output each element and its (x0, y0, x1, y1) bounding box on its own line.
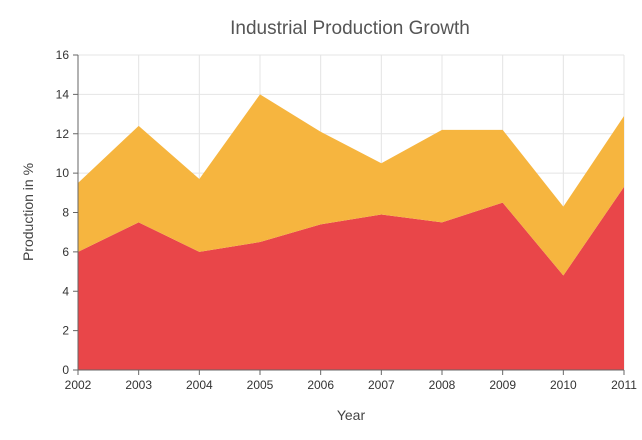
y-tick-label: 4 (62, 284, 69, 298)
x-tick-label: 2006 (307, 378, 334, 392)
series-2-area (78, 94, 624, 276)
y-tick-label: 2 (62, 324, 69, 338)
y-axis-title: Production in % (20, 163, 36, 261)
chart-title: Industrial Production Growth (230, 18, 470, 39)
y-tick-label: 6 (62, 245, 69, 259)
x-tick-label: 2002 (65, 378, 92, 392)
x-tick-label: 2004 (186, 378, 213, 392)
y-tick-label: 16 (56, 48, 70, 62)
y-tick-label: 0 (62, 363, 69, 377)
axes: 0 2 4 6 8 10 12 14 16 2002 2003 2004 2005 2006 2007 200… (56, 48, 638, 392)
x-tick-label: 2007 (368, 378, 395, 392)
x-tick-label: 2008 (429, 378, 456, 392)
series-1-area (78, 186, 624, 370)
x-axis-title: Year (337, 407, 366, 423)
x-tick-label: 2010 (550, 378, 577, 392)
y-tick-label: 14 (56, 87, 70, 101)
series-areas (78, 94, 624, 370)
y-tick-label: 12 (56, 127, 70, 141)
x-tick-label: 2009 (489, 378, 516, 392)
x-tick-label: 2005 (247, 378, 274, 392)
x-tick-label: 2011 (611, 378, 637, 392)
x-tick-label: 2003 (125, 378, 152, 392)
y-tick-label: 8 (62, 206, 69, 220)
y-tick-label: 10 (56, 166, 70, 180)
